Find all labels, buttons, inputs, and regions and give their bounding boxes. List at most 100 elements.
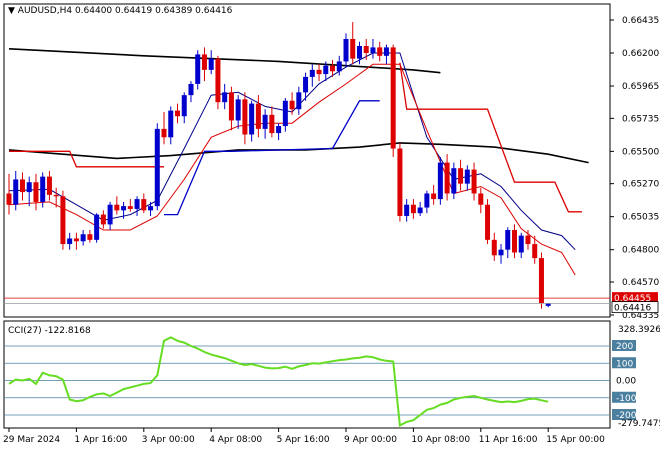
candle-body [46,176,52,195]
candle-body [316,69,322,75]
candle-body [431,193,437,200]
candle-body [148,206,154,211]
cci-level-label: -100 [616,394,637,404]
cci-level-label: -200 [616,411,637,421]
candle-body [67,238,73,245]
candle-body [498,249,504,256]
time-tick-label: 29 Mar 2024 [3,435,60,445]
candle-body [215,58,221,103]
indicator-line [8,63,576,276]
candle-body [141,199,147,211]
price-pane-frame [3,3,611,318]
candle-body [370,47,376,54]
candle-body [505,230,511,250]
candle-body [208,58,214,70]
candle-body [538,258,544,304]
candle-body [363,45,369,54]
candle-body [464,169,470,184]
candle-body [512,230,517,253]
candle-body [458,168,464,184]
symbol-header: ▼ AUDUSD,H4 0.64400 0.64419 0.64389 0.64… [8,6,233,16]
time-tick-label: 1 Apr 16:00 [74,435,127,445]
ref-price-tag [612,292,658,304]
candle-body [289,100,295,110]
last-price-tag [611,301,659,314]
cci-level-label: 100 [616,359,633,369]
indicator-line [399,62,582,213]
time-tick-label: 5 Apr 16:00 [277,435,330,445]
candle-body [195,54,201,84]
candle-body [181,95,187,117]
candle-body [377,47,383,56]
candle-body [100,214,106,225]
indicator-line [164,100,380,216]
candle-body [94,214,100,240]
candle-body [107,204,113,225]
indicator-line [8,52,576,251]
price-tick-label: 0.65270 [622,180,659,190]
candle-body [545,303,551,306]
candle-body [437,162,443,200]
price-tick-label: 0.64335 [622,311,659,321]
candle-body [228,92,234,121]
cci-max-label: 328.3926 [618,325,660,335]
candle-body [323,65,329,75]
candle-body [525,235,531,245]
candle-body [350,38,356,59]
time-tick-label: 4 Apr 08:00 [209,435,262,445]
candle-body [417,207,423,214]
cci-level-tag [612,340,636,351]
time-tick-label: 15 Apr 00:00 [546,435,605,445]
candle-body [336,61,342,72]
ohlc-readout: 0.64400 0.64419 0.64389 0.64416 [75,6,233,16]
price-tick-label: 0.65965 [622,82,659,92]
candle-body [491,239,497,256]
cci-level-label: 0.00 [616,377,636,387]
cci-pane-frame [3,320,611,429]
cci-series-line [8,336,549,427]
candle-body [175,110,180,117]
candle-body [532,244,538,259]
candle-body [201,54,207,70]
candle-body [410,204,416,214]
candle-body [222,92,228,103]
time-tick-label: 10 Apr 08:00 [411,435,470,445]
cci-level-tag [612,409,636,420]
candle-body [121,206,127,211]
candle-body [269,114,275,134]
candle-body [114,204,120,211]
candle-body [330,65,336,72]
candle-body [485,204,491,240]
candle-body [390,47,396,149]
candle-body [303,76,309,93]
cci-level-label: 200 [616,342,633,352]
candle-body [134,199,140,209]
candle-body [161,128,167,138]
symbol-arrow-icon: ▼ [8,6,18,16]
candle-body [13,179,19,205]
candle-body [451,168,457,194]
candle-body [282,100,288,127]
price-tick-label: 0.65035 [622,213,659,223]
candle-body [235,99,241,121]
candle-body [19,179,25,193]
candle-body [404,204,410,216]
time-tick-label: 3 Apr 00:00 [142,435,195,445]
price-tick-label: 0.65735 [622,114,659,124]
candle-body [518,235,524,253]
candle-body [383,47,389,56]
candle-body [424,193,430,208]
time-tick-label: 11 Apr 16:00 [479,435,538,445]
last-price-label: 0.64416 [614,304,651,314]
price-tick-label: 0.64800 [622,246,659,256]
candle-body [276,126,282,134]
candle-body [262,114,268,129]
candle-body [87,234,93,240]
candle-body [249,103,255,135]
candle-body [309,69,315,77]
candle-body [242,99,248,135]
candle-body [255,103,261,129]
cci-min-label: -279.7475 [618,419,660,429]
candle-body [154,128,160,207]
